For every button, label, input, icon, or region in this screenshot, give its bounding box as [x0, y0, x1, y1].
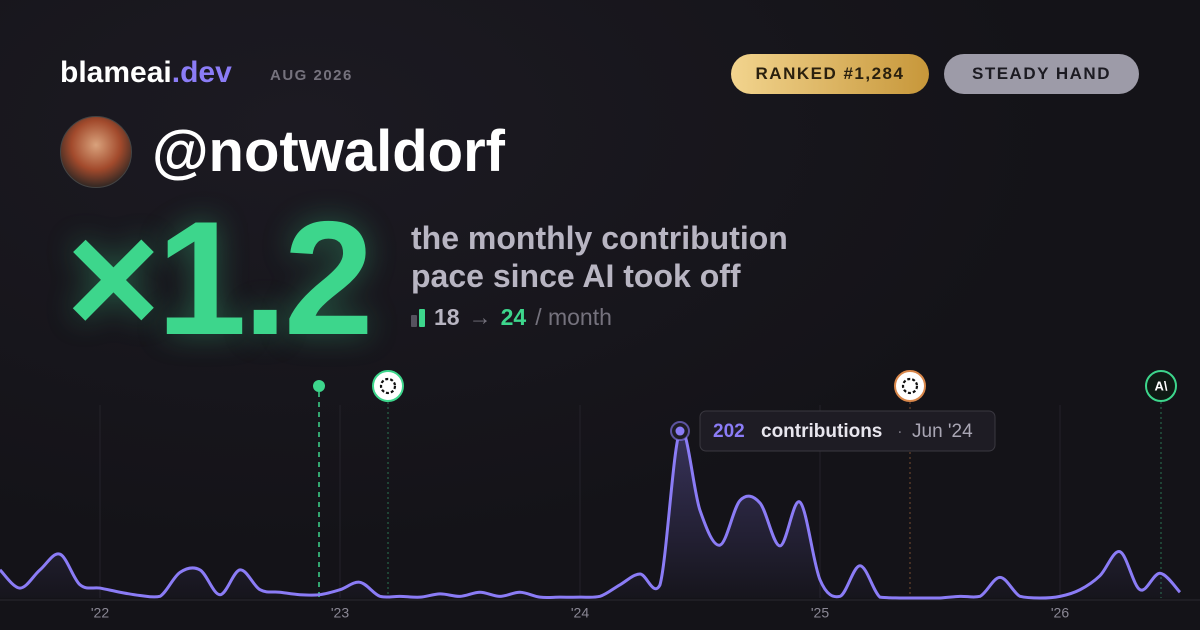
anthropic-icon	[1145, 370, 1177, 402]
pace-after: 24	[500, 304, 527, 330]
area	[0, 429, 1180, 598]
description-line: pace since AI took off	[411, 258, 741, 294]
brand: blameai.dev	[60, 56, 232, 90]
tooltip-separator: ·	[897, 421, 903, 440]
pace-before: 18	[434, 304, 460, 330]
brand-tld: .dev	[171, 56, 232, 89]
x-tick-label: '25	[811, 605, 829, 621]
openai-glyph	[901, 377, 919, 395]
pace-arrow: →	[468, 304, 492, 330]
x-tick-label: '24	[571, 605, 589, 621]
brand-name: blameai	[60, 56, 172, 89]
x-tick-label: '26	[1051, 605, 1069, 621]
tooltip-unit: contributions	[761, 421, 882, 442]
tooltip-date: Jun '24	[912, 421, 973, 442]
pace: 18 → 24 / month	[411, 304, 612, 331]
description: the monthly contribution pace since AI t…	[411, 219, 788, 295]
handle: @notwaldorf	[152, 119, 505, 184]
style-badge: STEADY HAND	[944, 54, 1139, 94]
openai-icon	[372, 370, 404, 402]
peak-dot	[675, 426, 685, 436]
rank-badge: RANKED #1,284	[731, 54, 929, 94]
tooltip-value: 202	[713, 421, 745, 442]
event-dot	[313, 380, 325, 392]
openai-glyph	[379, 377, 397, 395]
avatar	[60, 116, 132, 188]
tooltip	[699, 410, 996, 452]
anthropic-glyph: A\	[1155, 378, 1168, 393]
openai-icon	[894, 370, 926, 402]
line	[0, 428, 1182, 600]
description-line: the monthly contribution	[411, 220, 788, 256]
pace-icon	[411, 308, 425, 327]
x-tick-label: '23	[331, 605, 349, 621]
multiplier: ×1.2	[66, 188, 374, 369]
date: AUG 2026	[270, 67, 353, 84]
x-tick-label: '22	[91, 605, 109, 621]
pace-unit: / month	[535, 304, 612, 330]
